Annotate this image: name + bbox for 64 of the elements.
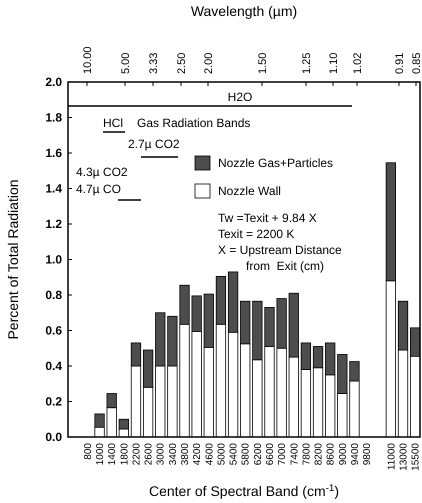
x-tick-label: 1400 <box>107 442 118 466</box>
legend-label: Nozzle Gas+Particles <box>218 156 334 170</box>
text: 1.50 <box>256 52 269 74</box>
x-tick-label: 9000 <box>338 442 349 466</box>
text: 2.50 <box>176 52 188 74</box>
ref-line-label: H2O <box>228 90 252 104</box>
x-tick-label: 8200 <box>314 442 325 466</box>
x-tick-label: 8600 <box>326 442 337 466</box>
text: 1.25 <box>300 52 313 74</box>
text: 0.91 <box>394 52 406 74</box>
y-tick-label: 0.6 <box>45 324 62 338</box>
y-tick-label: 0.8 <box>45 288 62 302</box>
text: 10.00 <box>82 46 94 74</box>
text: 1.10 <box>328 52 340 74</box>
legend-label: Nozzle Wall <box>218 184 281 198</box>
x-tick-label: 4200 <box>192 442 204 466</box>
annotation: from Exit (cm) <box>246 259 324 273</box>
y-tick-label: 1.4 <box>45 182 62 196</box>
x-tick-label: 7000 <box>277 442 288 466</box>
x2-axis-title: Wavelength (µm) <box>190 3 298 19</box>
x-tick-label: 5000 <box>216 442 228 466</box>
x-tick-label: 2600 <box>144 442 155 466</box>
y-tick-label: 0.2 <box>45 394 62 409</box>
text: 5.00 <box>120 52 132 74</box>
x-tick-label: 2200 <box>131 442 142 466</box>
x-tick-label: 6600 <box>264 442 276 466</box>
x-tick-label: 5400 <box>228 442 240 466</box>
x-tick-label: 1000 <box>95 442 106 466</box>
x-tick-label: 3000 <box>156 442 167 466</box>
x-tick-label: 1800 <box>119 442 130 466</box>
x-tick-label: 5800 <box>240 442 252 466</box>
annotation: Texit = 2200 K <box>218 227 294 241</box>
x-tick-label: 15500 <box>410 442 422 471</box>
annotation: 4.7µ CO <box>76 182 121 196</box>
x-tick-label: 9400 <box>350 442 361 466</box>
annotation: 4.3µ CO2 <box>76 165 128 179</box>
text: 3.33 <box>148 52 160 74</box>
y-tick-label: 1.2 <box>45 217 62 232</box>
annotation: 2.7µ CO2 <box>128 137 180 151</box>
x-axis-title: Center of Spectral Band (cm$^{-1}$) <box>148 482 340 499</box>
x-tick-label: 6200 <box>252 442 264 466</box>
x-tick-label: 11000 <box>386 442 398 470</box>
y-tick-label: 1.0 <box>45 252 62 267</box>
x-tick-label: 4600 <box>204 442 216 466</box>
y-tick-label: 1.8 <box>45 110 62 125</box>
x-tick-label: 3400 <box>168 442 179 466</box>
text: 1.02 <box>352 52 364 74</box>
x-tick-label: 9800 <box>362 442 374 466</box>
annotation: X = Upstream Distance <box>218 243 342 257</box>
y-tick-label: 0.4 <box>45 359 62 374</box>
y-axis-title: Percent of Total Radiation <box>5 179 21 340</box>
y-tick-label: 0.0 <box>45 430 62 444</box>
text: 2.00 <box>202 52 215 74</box>
x-tick-label: 7400 <box>289 442 300 466</box>
x-tick-label: 13000 <box>398 442 410 471</box>
annotation: Gas Radiation Bands <box>137 116 250 130</box>
x-tick-label: 800 <box>82 442 94 460</box>
y-tick-label: 2.0 <box>45 75 62 90</box>
x-tick-label: 7800 <box>301 442 312 466</box>
x-tick-label: 3800 <box>180 442 192 466</box>
annotation: Tw =Texit + 9.84 X <box>218 211 317 225</box>
annotation: HCl <box>103 116 123 130</box>
text: 0.85 <box>410 52 422 74</box>
y-tick-label: 1.6 <box>45 146 62 160</box>
